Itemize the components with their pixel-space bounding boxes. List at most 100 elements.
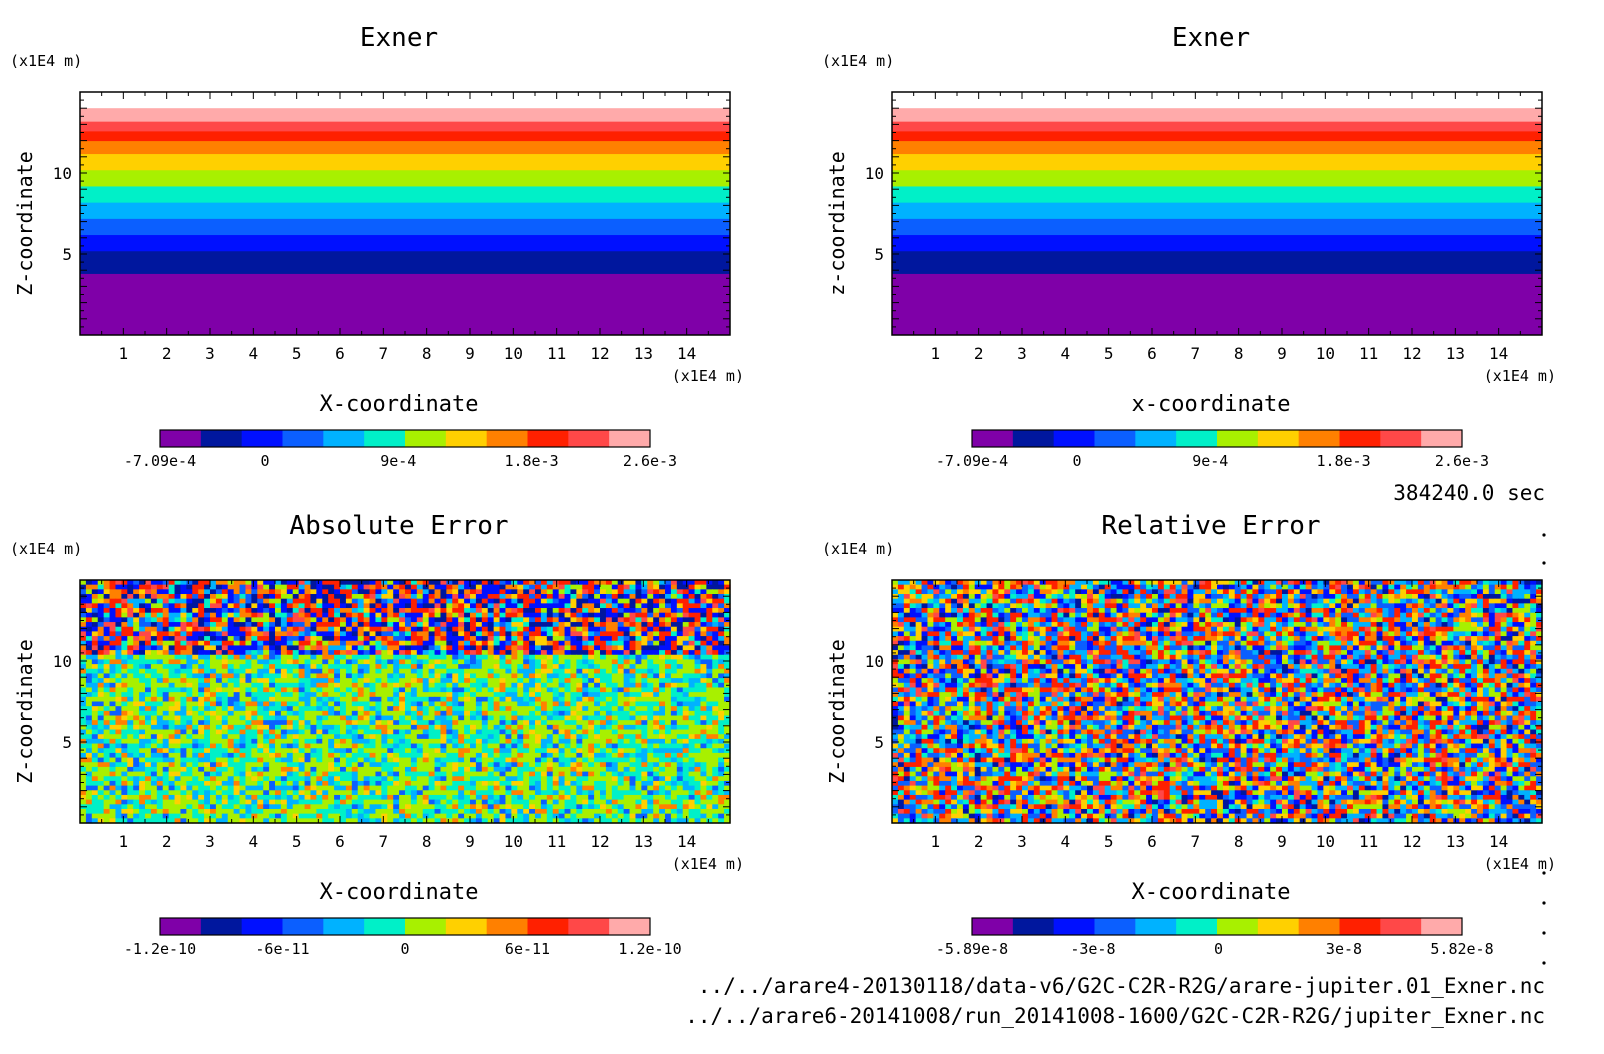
x-tick-label: 1 bbox=[119, 344, 129, 363]
x-tick-label: 7 bbox=[379, 344, 389, 363]
x-tick-label: 11 bbox=[1359, 832, 1378, 851]
x-tick-label: 7 bbox=[1191, 344, 1201, 363]
x-tick-label: 11 bbox=[547, 832, 566, 851]
x-tick-label: 4 bbox=[1061, 344, 1071, 363]
x-tick-label: 5 bbox=[1104, 832, 1114, 851]
x-tick-label: 7 bbox=[1191, 832, 1201, 851]
colorbar-swatch bbox=[1421, 430, 1463, 447]
contour-band bbox=[80, 108, 730, 122]
colorbar-tick-label: -5.89e-8 bbox=[936, 940, 1008, 958]
colorbar-tick-label: 1.8e-3 bbox=[504, 452, 558, 470]
colorbar-swatch bbox=[1217, 430, 1259, 447]
chart-title: Relative Error bbox=[1101, 511, 1320, 541]
contour-band bbox=[80, 185, 730, 203]
colorbar-swatch bbox=[323, 918, 365, 935]
colorbar-tick-label: 9e-4 bbox=[380, 452, 416, 470]
x-tick-label: 4 bbox=[249, 344, 259, 363]
colorbar-swatch bbox=[445, 430, 488, 447]
colorbar-tick-label: -7.09e-4 bbox=[936, 452, 1008, 470]
colorbar-swatch bbox=[405, 918, 447, 935]
x-tick-label: 12 bbox=[1402, 832, 1421, 851]
x-tick-label: 2 bbox=[974, 344, 984, 363]
contour-band bbox=[892, 108, 1542, 122]
colorbar-swatch bbox=[1094, 918, 1136, 935]
colorbar-tick-label: -1.2e-10 bbox=[124, 940, 196, 958]
colorbar-swatch bbox=[486, 430, 528, 447]
x-tick-label: 1 bbox=[931, 344, 941, 363]
colorbar-swatch bbox=[405, 430, 447, 447]
x-tick-label: 3 bbox=[205, 344, 215, 363]
x-tick-label: 14 bbox=[1489, 832, 1508, 851]
colorbar-swatch bbox=[160, 918, 202, 935]
contour-band bbox=[80, 250, 730, 274]
x-tick-label: 13 bbox=[1446, 832, 1465, 851]
colorbar-swatch bbox=[486, 918, 528, 935]
colorbar-swatch bbox=[568, 430, 610, 447]
colorbar-swatch bbox=[241, 430, 283, 447]
colorbar-frame bbox=[159, 917, 651, 936]
colorbar: -5.89e-8 -3e-8 0 3e-8 5.82e-8 bbox=[936, 917, 1494, 958]
colorbar-swatch bbox=[282, 918, 324, 935]
x-tick-label: 14 bbox=[677, 832, 696, 851]
margin-dot bbox=[1542, 931, 1546, 935]
colorbar-swatch bbox=[160, 430, 202, 447]
x-tick-label: 10 bbox=[1316, 832, 1335, 851]
y-unit-label: (x1E4 m) bbox=[822, 52, 894, 70]
x-tick-label: 8 bbox=[1234, 832, 1244, 851]
time-label: 384240.0 sec bbox=[1393, 481, 1545, 505]
x-tick-label: 6 bbox=[1147, 832, 1157, 851]
y-tick-label: 10 bbox=[53, 652, 72, 671]
colorbar-swatch bbox=[1380, 918, 1422, 935]
x-tick-label: 10 bbox=[504, 344, 523, 363]
colorbar-swatch bbox=[1298, 430, 1340, 447]
colorbar-swatch bbox=[282, 430, 324, 447]
colorbar: -7.09e-4 0 9e-4 1.8e-3 2.6e-3 bbox=[124, 429, 677, 470]
colorbar-tick-label: 5.82e-8 bbox=[1430, 940, 1493, 958]
x-tick-label: 9 bbox=[1277, 832, 1287, 851]
contour-band bbox=[892, 130, 1542, 142]
x-tick-label: 3 bbox=[1017, 832, 1027, 851]
x-tick-label: 6 bbox=[1147, 344, 1157, 363]
x-tick-label: 6 bbox=[335, 344, 345, 363]
x-tick-label: 2 bbox=[162, 832, 172, 851]
y-axis-label: z-coordinate bbox=[825, 151, 849, 296]
colorbar-swatch bbox=[972, 430, 1014, 447]
colorbar-swatch bbox=[364, 430, 406, 447]
colorbar-frame bbox=[159, 429, 651, 448]
colorbar-tick-label: 0 bbox=[400, 940, 409, 958]
contour-band bbox=[80, 140, 730, 155]
colorbar-tick-label: -3e-8 bbox=[1070, 940, 1115, 958]
colorbar-swatch bbox=[200, 430, 243, 447]
x-tick-label: 9 bbox=[465, 832, 475, 851]
x-tick-label: 1 bbox=[119, 832, 129, 851]
contour-band bbox=[80, 202, 730, 219]
colorbar-swatch bbox=[1217, 918, 1259, 935]
y-tick-label: 10 bbox=[865, 164, 884, 183]
margin-dot bbox=[1542, 901, 1546, 905]
contour-band bbox=[892, 169, 1542, 187]
x-tick-label: 11 bbox=[1359, 344, 1378, 363]
colorbar-frame bbox=[971, 429, 1463, 448]
x-unit-label: (x1E4 m) bbox=[1484, 367, 1556, 385]
colorbar-tick-label: 2.6e-3 bbox=[1435, 452, 1489, 470]
colorbar-swatch bbox=[1094, 430, 1136, 447]
contour-band bbox=[80, 153, 730, 171]
x-tick-label: 9 bbox=[465, 344, 475, 363]
colorbar-swatch bbox=[364, 918, 406, 935]
x-tick-label: 6 bbox=[335, 832, 345, 851]
file-path-1: ../../arare4-20130118/data-v6/G2C-C2R-R2… bbox=[698, 974, 1545, 998]
colorbar-swatch bbox=[568, 918, 610, 935]
x-tick-label: 13 bbox=[1446, 344, 1465, 363]
x-unit-label: (x1E4 m) bbox=[1484, 855, 1556, 873]
x-tick-label: 7 bbox=[379, 832, 389, 851]
colorbar-swatch bbox=[1339, 918, 1381, 935]
contour-band bbox=[892, 273, 1542, 336]
x-tick-label: 2 bbox=[974, 832, 984, 851]
contour-band bbox=[892, 202, 1542, 219]
colorbar-swatch bbox=[1012, 430, 1055, 447]
margin-dot bbox=[1542, 961, 1546, 965]
contour-band bbox=[892, 153, 1542, 171]
y-axis-label: Z-coordinate bbox=[13, 151, 37, 296]
margin-dot bbox=[1542, 561, 1546, 565]
y-tick-label: 10 bbox=[53, 164, 72, 183]
